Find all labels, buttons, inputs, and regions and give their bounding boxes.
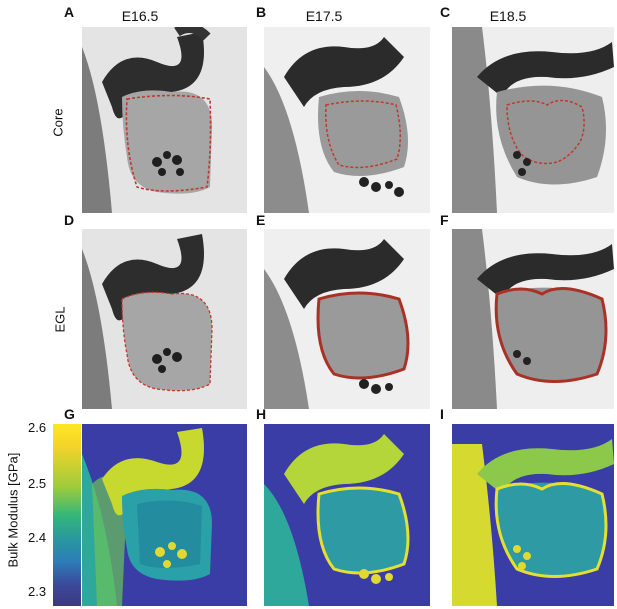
row-label-core: Core [50,108,66,137]
colorbar-tick-2-4: 2.4 [28,530,47,545]
panel-letter-b: B [256,4,267,20]
column-title-e17-5: E17.5 [305,8,343,24]
colorbar-label: Bulk Modulus [GPa] [5,452,21,568]
micrograph-egl-e18-5 [452,229,614,409]
panel-letter-h: H [256,406,267,422]
micrograph-core-e17-5 [264,27,430,213]
column-title-e18-5: E18.5 [489,8,527,24]
colorbar [53,424,81,606]
micrograph-egl-e17-5 [264,229,430,409]
panel-letter-a: A [64,4,75,20]
panel-letter-i: I [440,406,444,422]
colorbar-tick-2-3: 2.3 [28,584,47,599]
panel-letter-c: C [440,4,451,20]
panel-letter-g: G [64,406,75,422]
column-title-e16-5: E16.5 [121,8,159,24]
panel-letter-d: D [64,212,75,228]
bulk-modulus-map-e16-5 [82,424,247,606]
micrograph-egl-e16-5 [82,229,247,409]
colorbar-tick-2-5: 2.5 [28,476,47,491]
bulk-modulus-map-e18-5 [452,424,614,606]
panel-letter-e: E [256,212,266,228]
micrograph-core-e18-5 [452,27,614,213]
row-label-egl: EGL [52,306,68,333]
bulk-modulus-map-e17-5 [264,424,430,606]
colorbar-tick-2-6: 2.6 [28,420,47,435]
panel-letter-f: F [440,212,449,228]
micrograph-core-e16-5 [82,27,247,213]
